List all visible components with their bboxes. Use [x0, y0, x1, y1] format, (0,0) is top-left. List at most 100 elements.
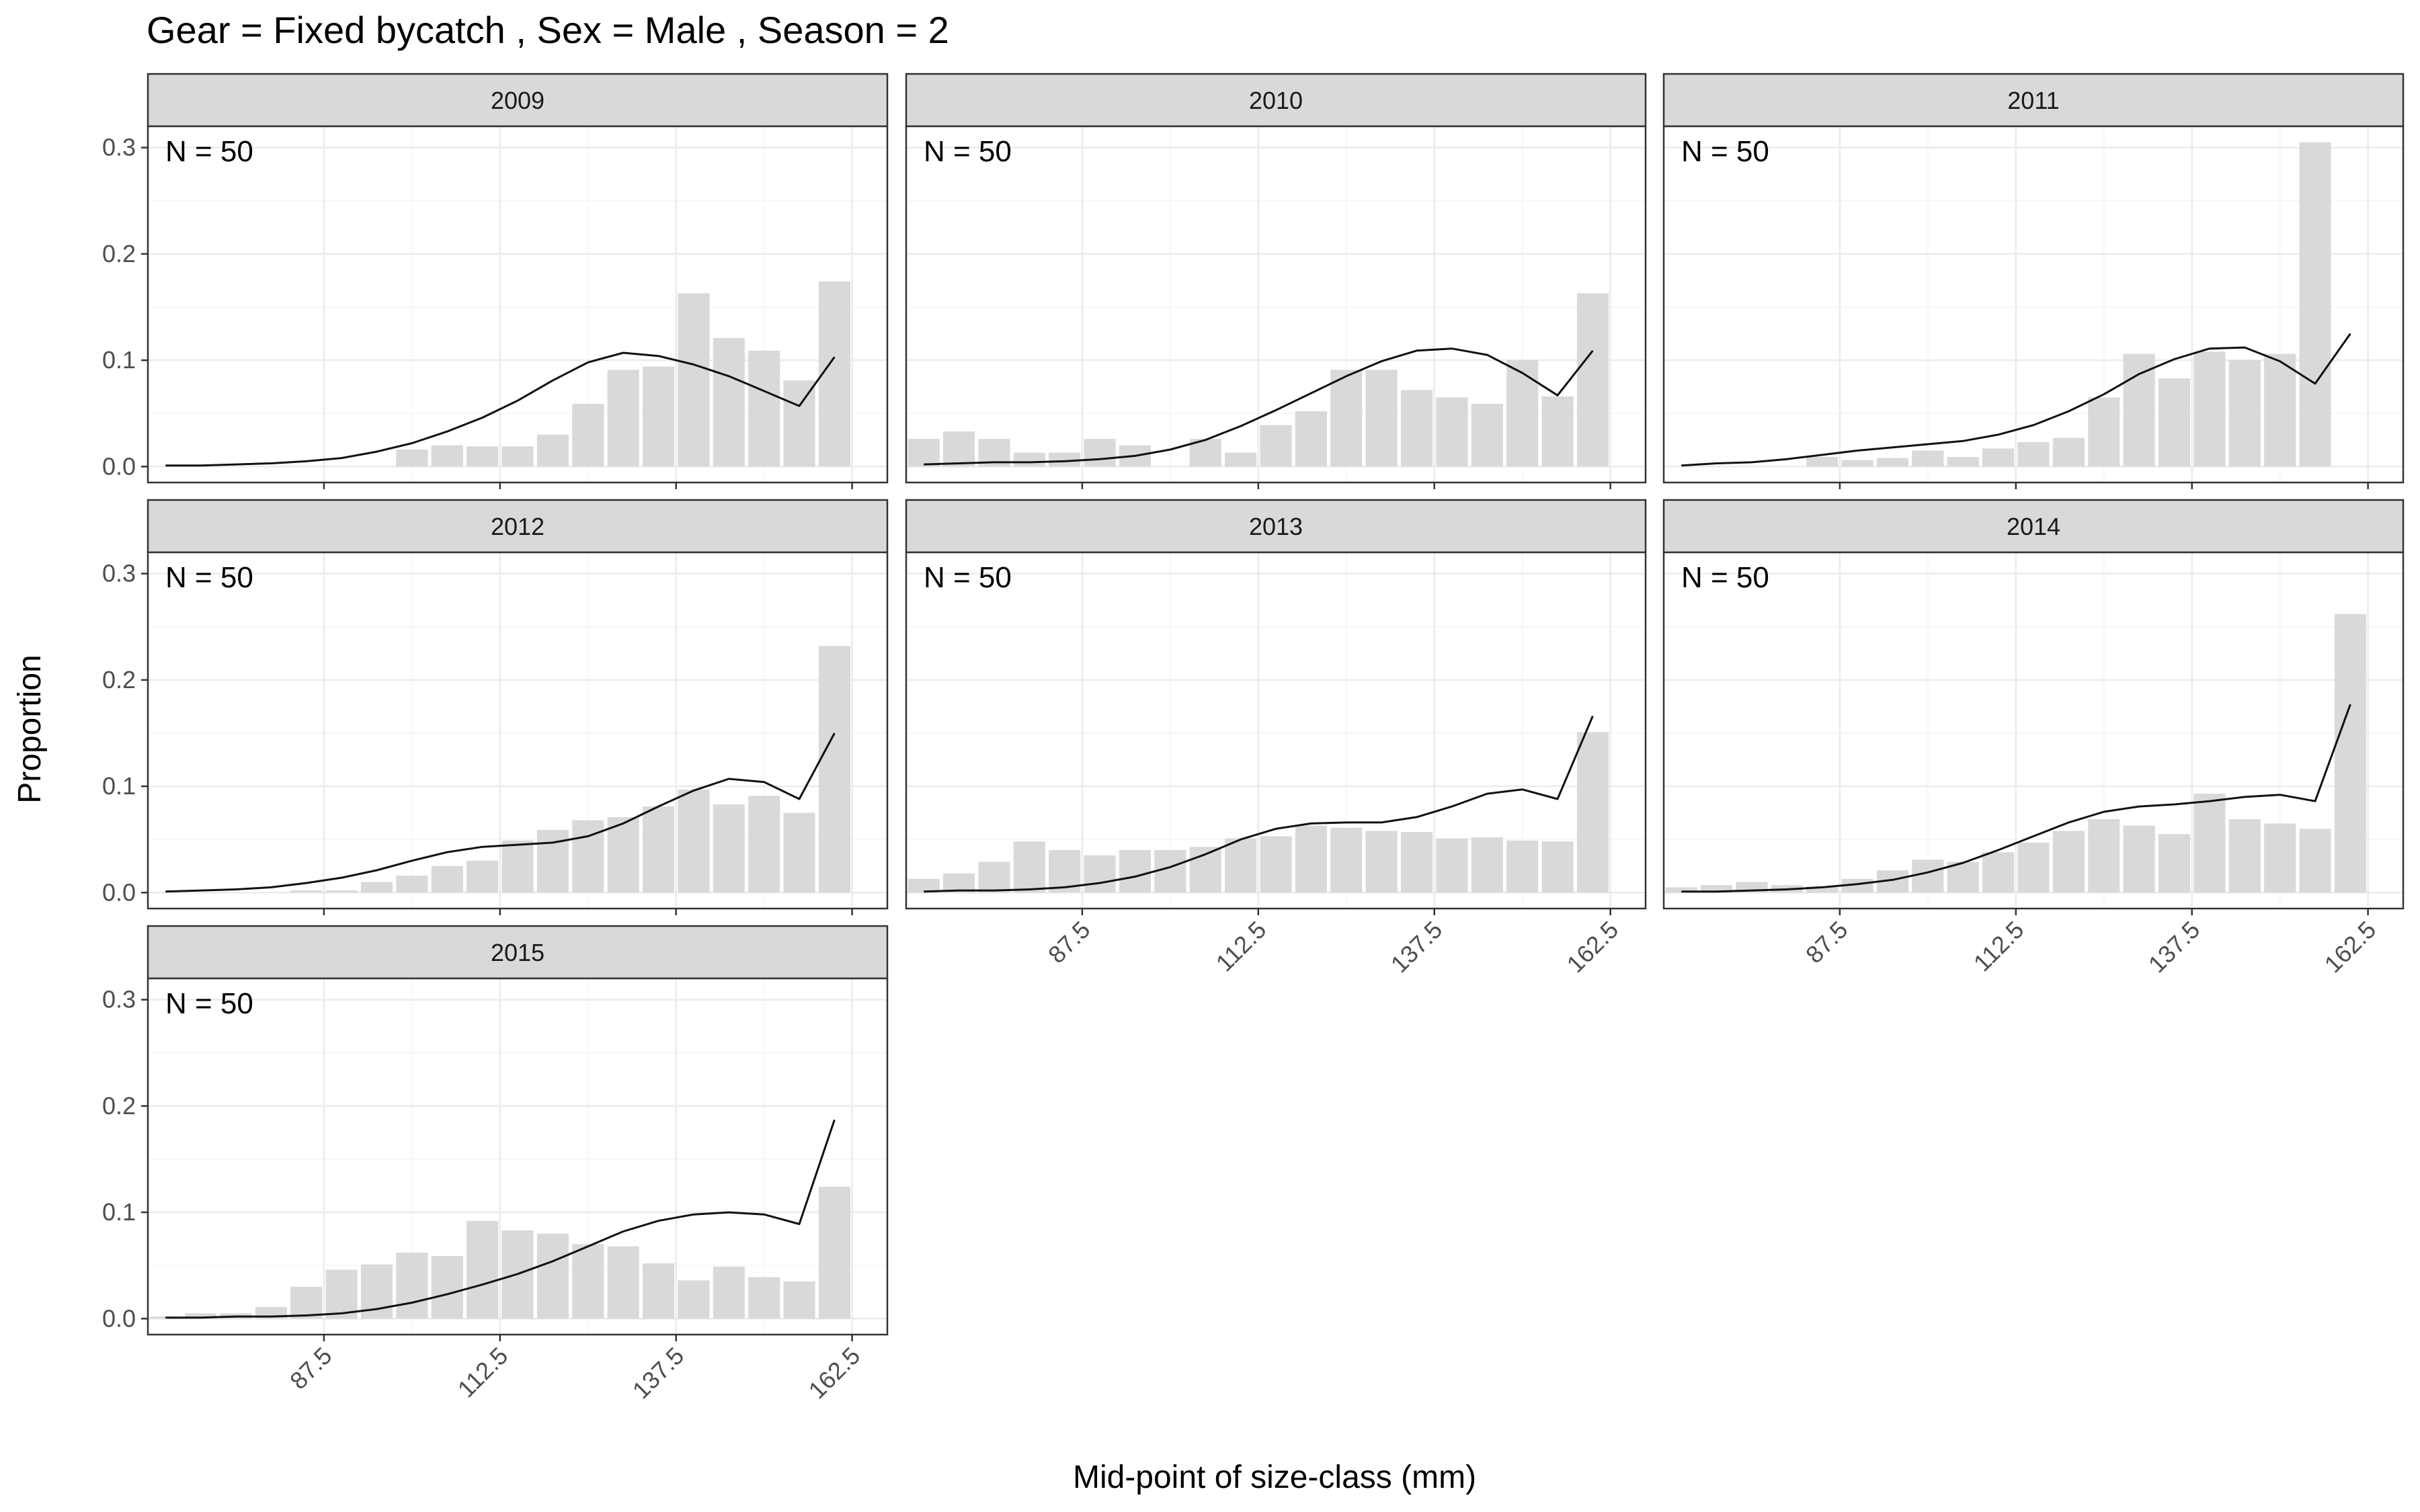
observed-bar — [1541, 396, 1574, 467]
facet-panels: 2009 N = 50 0.0 0.1 0.2 0.3 2010 N = 50 2011 N = … — [102, 73, 2405, 1404]
observed-bar — [1225, 838, 1257, 893]
observed-bar — [713, 337, 745, 467]
observed-bar — [185, 1313, 217, 1319]
observed-bar — [536, 434, 569, 467]
y-tick-label: 0.1 — [102, 772, 136, 800]
observed-bar — [943, 873, 975, 893]
observed-bar — [1841, 460, 1873, 467]
observed-bar — [467, 860, 499, 893]
facet-strip-label: 2012 — [491, 513, 544, 540]
observed-bar — [290, 1286, 323, 1319]
y-axis-title: Proportion — [12, 655, 48, 803]
y-tick-label: 0.1 — [102, 346, 136, 374]
observed-bar — [1912, 859, 1944, 893]
observed-bar — [748, 796, 780, 893]
observed-bar — [2299, 829, 2331, 893]
observed-bar — [2088, 819, 2120, 893]
observed-bar — [1471, 837, 1503, 893]
facet-strip — [147, 925, 889, 980]
observed-bar — [2334, 614, 2366, 893]
expected-line — [165, 732, 836, 893]
observed-bar — [1576, 293, 1609, 467]
x-tick-label: 137.5 — [627, 1342, 690, 1404]
observed-bar — [2088, 397, 2120, 467]
facet-panel-2012: 2012 N = 50 0.0 0.1 0.2 0.3 — [102, 499, 889, 915]
facet-strip-label: 2014 — [2007, 513, 2060, 540]
expected-line — [1681, 704, 2351, 893]
observed-bar — [467, 1220, 499, 1319]
observed-bar — [431, 1255, 463, 1319]
facet-strip — [147, 73, 889, 128]
x-tick-label: 137.5 — [1385, 916, 1448, 978]
observed-bar — [2299, 142, 2331, 467]
observed-bar — [1260, 425, 1292, 467]
observed-bar — [396, 1253, 428, 1319]
observed-bar — [1260, 836, 1292, 893]
facet-strip-label: 2011 — [2007, 87, 2059, 114]
panel-border — [1662, 125, 2405, 484]
observed-bar — [783, 1281, 815, 1319]
y-tick-label: 0.0 — [102, 452, 136, 480]
observed-bar — [1084, 855, 1116, 893]
observed-bar — [1400, 832, 1433, 893]
facet-strip-label: 2010 — [1249, 87, 1303, 114]
observed-bar — [325, 1269, 358, 1319]
observed-bar — [1947, 862, 1979, 893]
facet-strip-label: 2013 — [1249, 513, 1303, 540]
facet-strip — [1662, 73, 2405, 128]
observed-bar — [2017, 442, 2050, 467]
x-tick-label: 112.5 — [452, 1342, 514, 1403]
y-tick-label: 0.2 — [102, 240, 136, 267]
sample-size-label: N = 50 — [165, 561, 253, 594]
observed-bar — [2052, 831, 2085, 893]
y-tick-label: 0.1 — [102, 1198, 136, 1226]
y-tick-label: 0.0 — [102, 878, 136, 906]
y-tick-label: 0.0 — [102, 1304, 136, 1332]
observed-bar — [1225, 452, 1257, 467]
observed-bar — [1806, 886, 1839, 893]
observed-bar — [2264, 823, 2296, 893]
panel-border — [905, 125, 1647, 484]
observed-bar — [943, 431, 975, 467]
observed-bar — [1013, 841, 1045, 893]
chart-title: Gear = Fixed bycatch , Sex = Male , Seas… — [147, 9, 949, 51]
observed-bar — [431, 445, 463, 467]
observed-bar — [1982, 852, 2015, 893]
observed-bar — [818, 281, 850, 467]
observed-bar — [908, 439, 940, 467]
observed-bar — [783, 812, 815, 893]
observed-bar — [1049, 452, 1081, 467]
observed-bar — [2228, 819, 2261, 893]
observed-bar — [1400, 390, 1433, 467]
panel-border — [147, 977, 889, 1336]
observed-bar — [2228, 360, 2261, 467]
observed-bar — [1295, 411, 1327, 467]
observed-bar — [2123, 825, 2155, 893]
observed-bar — [536, 1233, 569, 1319]
observed-bar — [2017, 842, 2050, 893]
observed-bar — [1665, 887, 1697, 893]
facet-panel-2013: 2013 N = 50 87.5 112.5 137.5 162.5 — [905, 499, 1647, 978]
observed-bar — [501, 446, 534, 467]
y-tick-label: 0.3 — [102, 134, 136, 161]
observed-bar — [1330, 827, 1363, 893]
panel-border — [147, 125, 889, 484]
observed-bar — [1541, 841, 1574, 893]
observed-bar — [1119, 849, 1152, 893]
observed-bar — [678, 293, 710, 467]
observed-bar — [536, 829, 569, 893]
sample-size-label: N = 50 — [924, 135, 1012, 168]
observed-bar — [572, 1244, 604, 1319]
y-tick-label: 0.2 — [102, 1092, 136, 1120]
observed-bar — [713, 1266, 745, 1319]
observed-bar — [1912, 450, 1944, 467]
observed-bar — [1701, 885, 1733, 893]
observed-bar — [818, 1187, 850, 1319]
facet-panel-2010: 2010 N = 50 — [905, 73, 1647, 489]
y-tick-label: 0.2 — [102, 666, 136, 694]
observed-bar — [607, 370, 639, 467]
facet-panel-2009: 2009 N = 50 0.0 0.1 0.2 0.3 — [102, 73, 889, 489]
observed-bar — [396, 449, 428, 467]
observed-bar — [1471, 403, 1503, 467]
observed-bar — [748, 350, 780, 467]
